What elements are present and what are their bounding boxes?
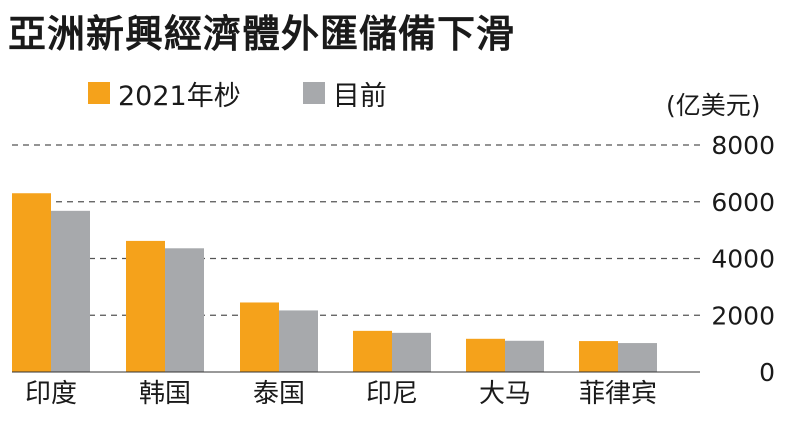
bar-印度-目前	[51, 210, 90, 372]
x-category-label: 菲律宾	[579, 379, 657, 409]
legend-item-2021: 2021年杪	[88, 74, 241, 113]
y-tick-label-4000: 4000	[711, 245, 775, 274]
x-category-label: 大马	[479, 379, 531, 409]
bar-印尼-目前	[392, 332, 431, 372]
legend-swatch-now	[302, 82, 325, 104]
bar-韩国-2021年杪	[126, 240, 165, 372]
bar-大马-目前	[505, 340, 544, 372]
bar-泰国-目前	[279, 310, 318, 372]
bar-泰国-2021年杪	[240, 302, 279, 372]
x-category-label: 印度	[25, 379, 77, 409]
y-tick-label-2000: 2000	[711, 301, 775, 330]
bar-菲律宾-2021年杪	[579, 341, 618, 372]
chart-title: 亞洲新興經濟體外匯儲備下滑	[8, 12, 516, 56]
bar-印尼-2021年杪	[353, 330, 392, 372]
x-category-label: 印尼	[366, 379, 418, 409]
x-category-label: 泰国	[253, 379, 305, 409]
legend: 2021年杪 目前	[88, 74, 449, 113]
unit-label: (亿美元)	[666, 91, 761, 120]
y-tick-label-8000: 8000	[711, 131, 775, 160]
legend-item-now: 目前	[302, 74, 387, 113]
y-tick-label-0: 0	[759, 358, 775, 387]
legend-label-2021: 2021年杪	[118, 80, 241, 112]
legend-label-now: 目前	[332, 80, 387, 112]
x-category-label: 韩国	[139, 379, 191, 409]
y-tick-label-6000: 6000	[711, 188, 775, 217]
bar-菲律宾-目前	[618, 343, 657, 372]
legend-swatch-2021	[88, 82, 110, 104]
bar-印度-2021年杪	[12, 193, 51, 372]
bar-大马-2021年杪	[466, 338, 505, 372]
bar-韩国-目前	[165, 248, 204, 372]
